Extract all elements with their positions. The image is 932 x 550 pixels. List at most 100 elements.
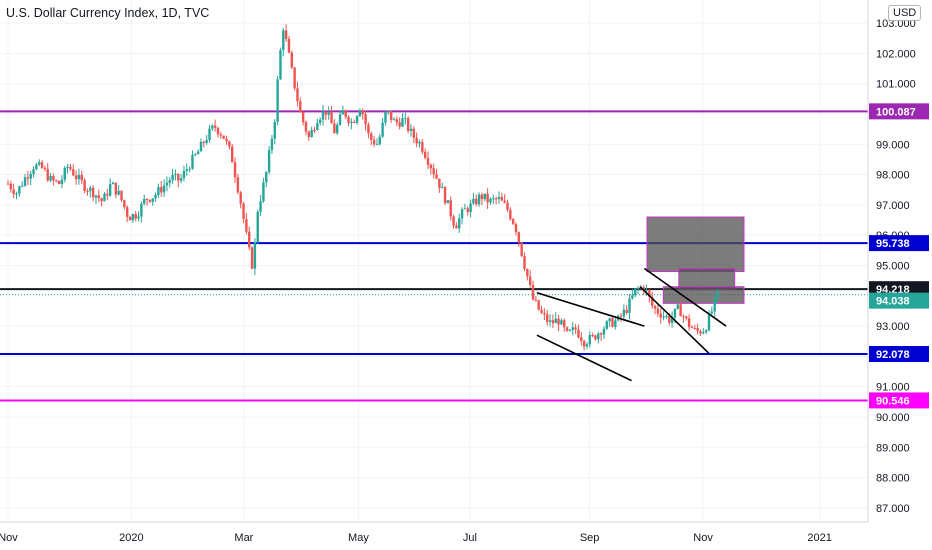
candle-body: [710, 311, 714, 314]
candle-body: [157, 187, 160, 195]
price-tag-label: 100.087: [876, 106, 916, 118]
candle-body: [80, 174, 83, 181]
candle-body: [40, 162, 44, 168]
candle-body: [594, 335, 597, 340]
candle-body: [653, 305, 657, 309]
price-zone[interactable]: [646, 216, 745, 273]
price-tag-bg: [869, 392, 929, 409]
candle-body: [89, 187, 92, 192]
candle-body: [310, 129, 313, 138]
candle-body: [276, 79, 279, 122]
candle-body: [597, 333, 600, 340]
price-tag-bg: [869, 292, 929, 309]
candle-body: [608, 318, 611, 322]
candle-body: [531, 285, 535, 300]
candle-body: [262, 182, 265, 202]
price-tag-label: 94.038: [876, 296, 910, 308]
candle-body: [599, 333, 603, 335]
candle-body: [523, 256, 526, 269]
candle-body: [412, 128, 416, 138]
candle-body: [364, 114, 367, 125]
candle-body: [347, 116, 350, 123]
candle-body: [46, 169, 49, 181]
candle-body: [330, 111, 333, 124]
candle-body: [642, 287, 645, 291]
y-tick-label: 103.000: [876, 18, 916, 30]
trend-line[interactable]: [639, 286, 710, 354]
candle-body: [63, 167, 66, 180]
candle-body: [548, 320, 552, 322]
price-tag-label: 90.546: [876, 395, 910, 407]
candle-body: [687, 318, 691, 328]
candle-body: [307, 131, 311, 138]
candle-body: [213, 125, 217, 128]
candle-body: [236, 177, 240, 193]
candle-body: [511, 219, 515, 225]
candle-body: [560, 320, 563, 325]
x-tick-label: 2020: [119, 532, 143, 544]
price-tag-bg: [869, 103, 929, 120]
candle-body: [619, 315, 623, 317]
candle-body: [551, 320, 555, 324]
candle-body: [171, 174, 174, 181]
candle-body: [517, 232, 521, 243]
candle-body: [676, 304, 679, 309]
candle-body: [418, 141, 421, 144]
candle-body: [438, 178, 441, 188]
candle-body: [49, 175, 52, 181]
candle-body: [259, 201, 262, 212]
candle-body: [429, 164, 433, 169]
currency-button[interactable]: USD: [888, 5, 922, 21]
candle-body: [648, 289, 651, 297]
trend-line[interactable]: [536, 334, 632, 382]
candle-body: [111, 182, 115, 185]
candle-body: [145, 198, 149, 200]
candle-body: [443, 187, 447, 204]
candle-body: [188, 168, 191, 170]
candle-body: [670, 317, 674, 323]
x-tick-label: 2021: [807, 532, 831, 544]
candle-body: [316, 122, 319, 130]
candle-body: [299, 101, 302, 113]
candle-body: [131, 214, 135, 221]
candle-body: [480, 194, 484, 200]
candle-body: [716, 290, 719, 299]
candle-body: [117, 190, 120, 195]
candle-body: [614, 320, 617, 327]
candle-body: [668, 316, 671, 323]
candle-body: [6, 183, 10, 185]
candle-body: [341, 110, 345, 115]
candle-body: [483, 193, 486, 200]
candle-body: [108, 184, 112, 196]
candle-body: [557, 318, 560, 325]
trend-line[interactable]: [643, 267, 727, 327]
price-zone[interactable]: [662, 286, 745, 304]
candle-body: [211, 125, 214, 129]
candle-body: [273, 121, 276, 139]
candle-body: [449, 200, 452, 217]
candle-body: [580, 337, 583, 341]
candle-body: [100, 198, 103, 202]
candle-body: [358, 110, 362, 117]
candle-body: [651, 296, 654, 306]
candle-body: [179, 178, 183, 181]
candle-body: [267, 150, 271, 173]
candle-body: [143, 198, 146, 204]
x-tick-label: Mar: [234, 532, 253, 544]
y-tick-label: 97.000: [876, 200, 910, 212]
x-axis: Nov 2020 Mar May Jul Sep Nov 2021: [0, 521, 868, 544]
candle-body: [469, 203, 472, 213]
x-tick-label: Nov: [0, 532, 18, 544]
candle-body: [375, 144, 379, 146]
candle-body: [625, 309, 628, 313]
candle-body: [492, 198, 495, 200]
candle-body: [32, 169, 35, 174]
candle-body: [565, 327, 569, 331]
y-tick-label: 98.000: [876, 170, 910, 182]
candle-body: [372, 140, 376, 145]
candle-body: [441, 187, 444, 189]
candle-body: [15, 193, 18, 195]
trend-line[interactable]: [536, 291, 645, 327]
